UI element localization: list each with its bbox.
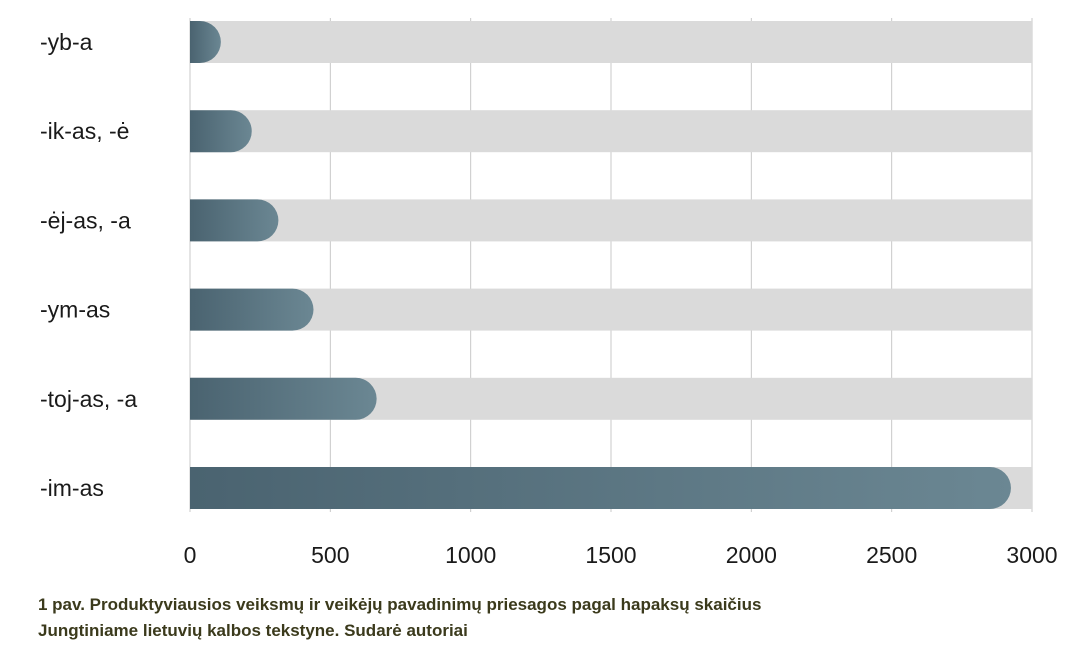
bar — [190, 21, 221, 63]
x-tick-label: 500 — [311, 542, 349, 568]
category-label: -im-as — [40, 475, 104, 501]
bar — [190, 467, 1011, 509]
category-label: -ym-as — [40, 297, 110, 323]
x-tick-label: 0 — [184, 542, 197, 568]
x-tick-label: 3000 — [1006, 542, 1057, 568]
bar-track — [190, 21, 1032, 63]
category-label: -toj-as, -a — [40, 386, 137, 412]
bar-track — [190, 110, 1032, 153]
x-axis-tick-labels: 0 500 1000 1500 2000 2500 3000 — [184, 542, 1058, 568]
bar-track — [190, 288, 1032, 331]
category-label: -ik-as, -ė — [40, 118, 129, 144]
bar-track — [190, 199, 1032, 242]
x-tick-label: 1000 — [445, 542, 496, 568]
category-label: -ėj-as, -a — [40, 207, 131, 233]
x-tick-label: 1500 — [585, 542, 636, 568]
bar — [190, 199, 279, 242]
grid-lines — [189, 18, 1033, 512]
bars — [190, 21, 1011, 509]
category-labels: -yb-a -ik-as, -ė -ėj-as, -a -ym-as -toj-as, … — [40, 29, 137, 501]
bar — [190, 110, 252, 153]
category-label: -yb-a — [40, 29, 93, 55]
x-tick-label: 2500 — [866, 542, 917, 568]
figure-caption: 1 pav. Produktyviausios veiksmų ir veikė… — [38, 592, 1038, 644]
bar-chart: -yb-a -ik-as, -ė -ėj-as, -a -ym-as -toj-as, … — [40, 18, 1058, 568]
bar — [190, 288, 314, 331]
bar — [190, 377, 377, 420]
x-tick-label: 2000 — [726, 542, 777, 568]
caption-line-1: 1 pav. Produktyviausios veiksmų ir veikė… — [38, 595, 762, 614]
caption-line-2: Jungtiniame lietuvių kalbos tekstyne. Su… — [38, 621, 468, 640]
